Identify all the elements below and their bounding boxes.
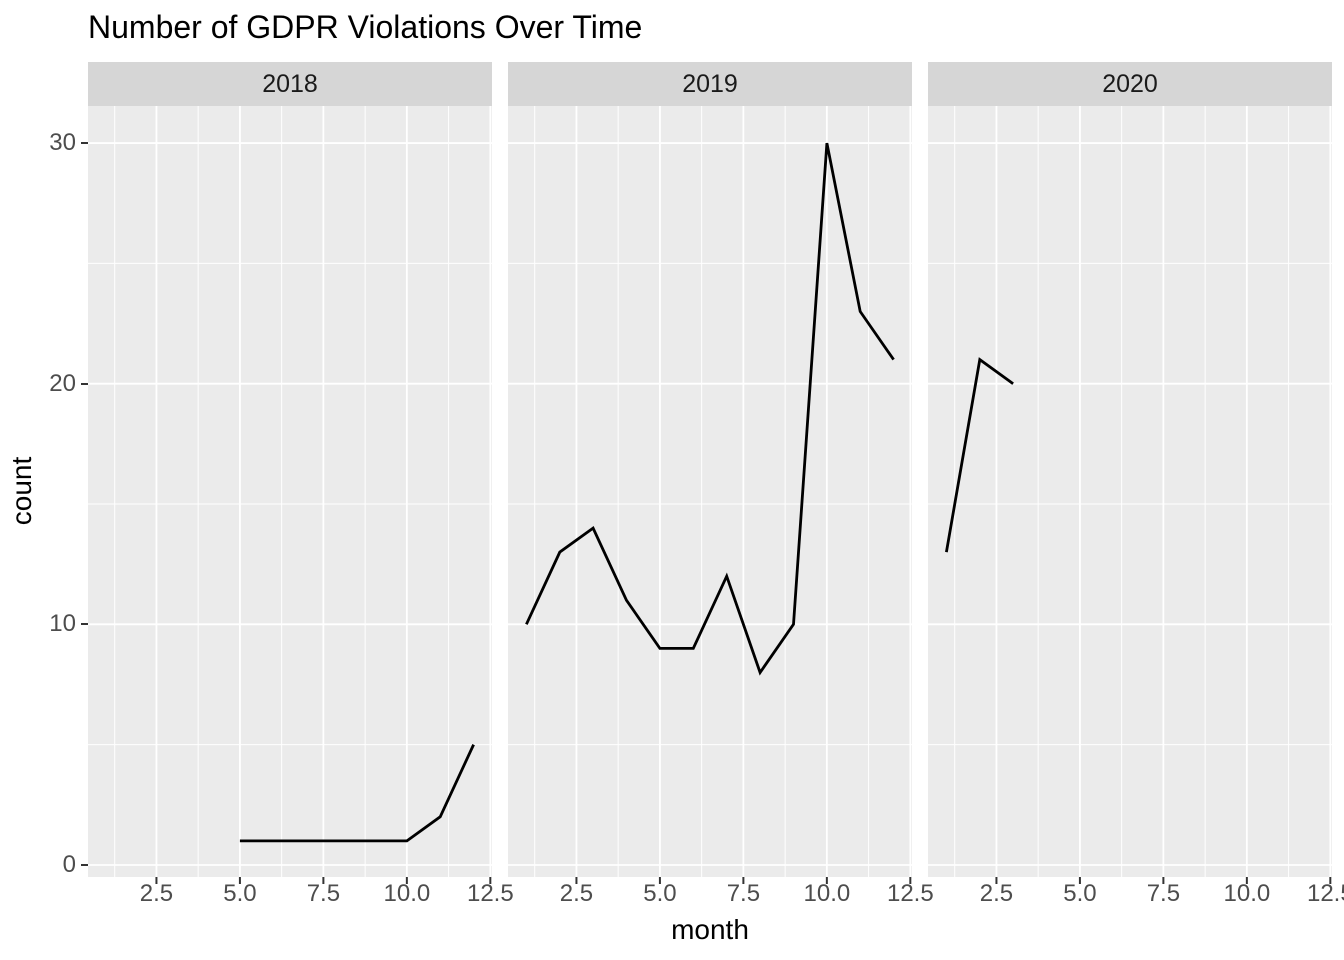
y-tick-label: 20 [49,369,76,397]
facet-strip-2019: 2019 [508,62,912,106]
facet-strip-label: 2020 [1102,69,1158,98]
major-gridlines [88,106,492,877]
x-axis-tick-marks [995,877,1332,884]
x-tick-label: 12.5 [1306,880,1344,907]
panel-background [88,106,492,877]
x-axis-tick-marks [575,877,912,884]
x-tick-label: 7.5 [1146,880,1181,907]
minor-gridlines [508,106,912,877]
y-tick-label: 0 [62,850,76,878]
facet-panel-2020 [928,106,1332,884]
x-tick-label: 7.5 [306,880,341,907]
facet-panel-2019 [508,106,912,884]
x-tick-label: 5.0 [223,880,257,907]
minor-gridlines [928,106,1332,877]
x-tick-label: 2.5 [139,880,174,907]
y-axis-tick-mark [81,142,88,145]
x-tick-label: 7.5 [726,880,761,907]
y-tick-label: 30 [49,129,76,157]
y-axis-tick-mark [81,382,88,385]
chart-title: Number of GDPR Violations Over Time [88,9,643,45]
x-tick-label: 2.5 [559,880,594,907]
x-tick-label: 5.0 [1063,880,1097,907]
x-tick-label: 5.0 [643,880,677,907]
x-tick-label: 10.0 [383,880,431,907]
x-axis-tick-marks [155,877,492,884]
x-axis-title: month [671,914,749,945]
x-tick-label: 10.0 [1223,880,1271,907]
series-line-2019 [525,142,895,676]
series-line-2018 [239,744,475,843]
y-axis-tick-mark [81,623,88,626]
y-axis-tick-mark [81,863,88,866]
panel-background [928,106,1332,877]
x-tick-label: 2.5 [979,880,1014,907]
facet-panel-2018 [88,106,492,884]
facet-strip-label: 2019 [682,69,738,98]
x-tick-label: 12.5 [466,880,514,907]
x-tick-label: 12.5 [886,880,934,907]
major-gridlines [508,106,912,877]
minor-gridlines [88,106,492,877]
x-tick-label: 10.0 [803,880,851,907]
series-line-2020 [945,357,1014,553]
y-tick-label: 10 [49,610,76,638]
y-axis-title: count [6,456,37,526]
facet-strip-label: 2018 [262,69,318,98]
facet-strip-2020: 2020 [928,62,1332,106]
facet-strip-2018: 2018 [88,62,492,106]
major-gridlines [928,106,1332,877]
panel-background [508,106,912,877]
